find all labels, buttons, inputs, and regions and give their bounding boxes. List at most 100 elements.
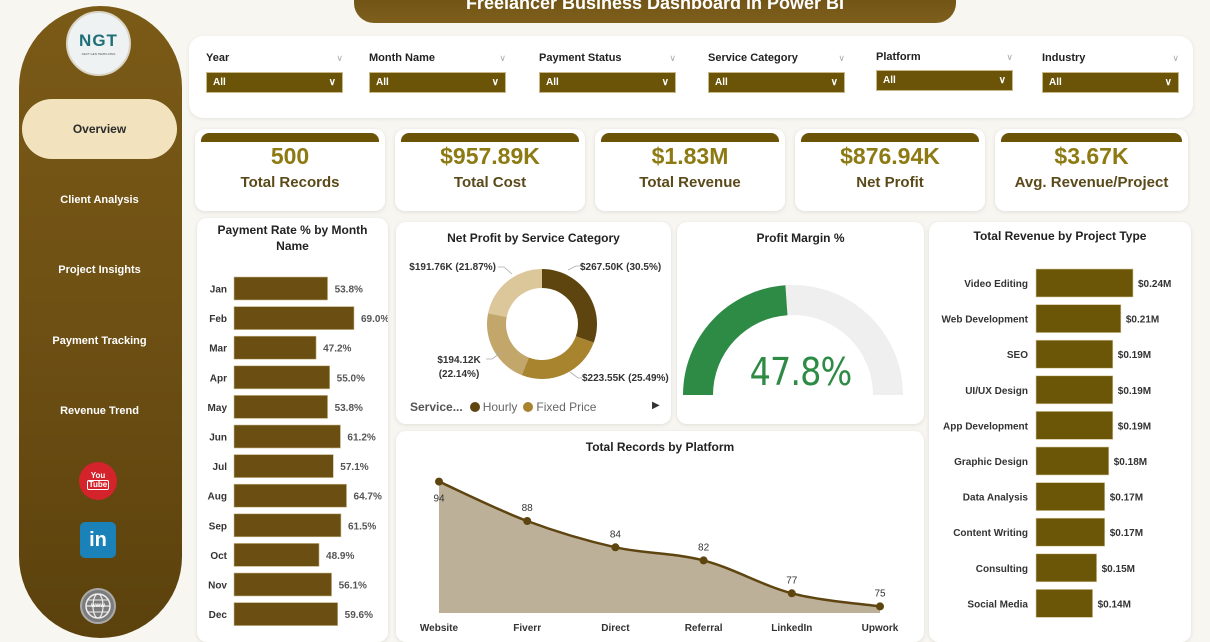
sidebar-item-client-analysis[interactable]: Client Analysis	[22, 170, 177, 230]
bar-feb	[233, 306, 355, 330]
data-label: 59.6%	[345, 610, 373, 621]
records-by-platform-chart: 94 Website 88 Fiverr 84 Direct 82 Referral 77 Lin…	[420, 477, 899, 634]
chevron-down-icon[interactable]: ∨	[1006, 51, 1013, 62]
kpi-total-records: 500 Total Records	[195, 129, 385, 211]
slice-label: $223.55K (25.49%)	[582, 373, 669, 384]
filter-industry: Industry ∨ All ∨	[1042, 50, 1179, 93]
sidebar-item-payment-tracking[interactable]: Payment Tracking	[22, 311, 177, 371]
linkedin-text: in	[89, 528, 107, 551]
bar-seo	[1035, 339, 1114, 369]
data-point-linkedin	[787, 589, 796, 598]
chevron-down-icon: ∨	[830, 77, 838, 88]
linkedin-icon[interactable]: in	[80, 522, 116, 558]
service-category-dropdown[interactable]: All ∨	[708, 72, 845, 93]
year-dropdown[interactable]: All ∨	[206, 72, 343, 93]
kpi-value: $876.94K	[840, 143, 940, 169]
bar-content-writing	[1035, 517, 1106, 547]
x-tick-label: Upwork	[862, 623, 899, 634]
industry-dropdown[interactable]: All ∨	[1042, 72, 1179, 93]
legend-item-hourly[interactable]: Hourly	[482, 400, 518, 414]
logo-text: NGT	[79, 31, 118, 50]
filter-month-name: Month Name ∨ All ∨	[369, 50, 506, 93]
month-label: Jun	[209, 433, 227, 444]
chevron-down-icon[interactable]: ∨	[1172, 52, 1179, 63]
globe-icon[interactable]: www	[80, 588, 116, 624]
legend-next-arrow-icon[interactable]: ▶	[652, 400, 660, 411]
data-label: 82	[698, 542, 710, 553]
kpi-avg-revenue-per-project: $3.67K Avg. Revenue/Project	[995, 129, 1188, 211]
filter-label: Industry	[1042, 52, 1086, 64]
series-line	[438, 480, 881, 608]
slice-label: (22.14%)	[439, 369, 480, 380]
chart-title: Total Revenue by Project Type	[973, 229, 1147, 243]
data-label: $0.21M	[1126, 315, 1159, 326]
kpi-header-bar	[201, 133, 379, 142]
leader-line	[498, 266, 513, 275]
bar-web-development	[1035, 304, 1122, 333]
sidebar-item-overview[interactable]: Overview	[22, 99, 177, 159]
bar-ui-ux-design	[1035, 375, 1114, 405]
project-type-label: Video Editing	[964, 279, 1028, 290]
globe-icon-svg	[85, 593, 111, 619]
youtube-text-top: You	[90, 471, 106, 480]
x-tick-label: Direct	[601, 623, 630, 634]
chevron-down-icon[interactable]: ∨	[669, 52, 676, 63]
bar-sep	[233, 513, 342, 538]
data-label: 69.0%	[361, 314, 388, 325]
kpi-value: 500	[270, 143, 310, 169]
data-label: 64.7%	[354, 492, 382, 503]
logo-subtext: NEXT GEN TEMPLATES	[81, 52, 116, 56]
month-label: May	[208, 403, 228, 414]
sidebar-item-label: Client Analysis	[60, 194, 139, 206]
payment-status-dropdown[interactable]: All ∨	[539, 72, 676, 93]
sidebar-item-label: Overview	[72, 122, 127, 136]
chevron-down-icon: ∨	[661, 77, 669, 88]
youtube-icon[interactable]: You Tube	[79, 462, 117, 500]
data-label: $0.19M	[1118, 421, 1151, 432]
bar-social-media	[1035, 589, 1093, 618]
donut-slice-2	[487, 313, 529, 376]
bar-data-analysis	[1035, 482, 1106, 511]
sidebar-item-project-insights[interactable]: Project Insights	[22, 240, 177, 300]
data-label: $0.18M	[1114, 457, 1147, 468]
gauge-fill	[683, 285, 788, 395]
data-label: 55.0%	[337, 373, 365, 384]
legend-item-fixed-price[interactable]: Fixed Price	[536, 400, 597, 414]
month-label: Feb	[209, 314, 227, 325]
page-title-text: Freelancer Business Dashboard in Power B…	[465, 0, 845, 13]
chevron-down-icon[interactable]: ∨	[499, 52, 506, 63]
project-type-label: App Development	[943, 421, 1029, 432]
month-label: Oct	[210, 551, 227, 562]
month-name-dropdown[interactable]: All ∨	[369, 72, 506, 93]
platform-dropdown[interactable]: All ∨	[876, 70, 1013, 91]
leader-line	[569, 371, 582, 379]
x-tick-label: LinkedIn	[771, 623, 812, 634]
bar-oct	[233, 543, 320, 567]
filter-label: Payment Status	[539, 52, 622, 64]
month-label: Mar	[209, 344, 227, 355]
legend-marker-fixed-price	[523, 402, 534, 412]
data-label: 48.9%	[326, 551, 354, 562]
month-label: Sep	[209, 521, 227, 532]
chart-title: Payment Rate % by Month Name	[217, 223, 368, 253]
month-label: Jan	[210, 285, 227, 296]
donut-slice-3	[488, 269, 542, 317]
chevron-down-icon[interactable]: ∨	[838, 52, 845, 63]
sidebar-item-revenue-trend[interactable]: Revenue Trend	[22, 381, 177, 441]
filter-platform: Platform ∨ All ∨	[876, 49, 1013, 91]
chevron-down-icon: ∨	[998, 75, 1006, 86]
chevron-down-icon[interactable]: ∨	[336, 52, 343, 63]
payment-rate-chart-card: Payment Rate % by Month Name Jan 53.8% Feb…	[197, 218, 388, 642]
bar-mar	[233, 335, 317, 360]
project-type-label: Consulting	[976, 564, 1028, 575]
filter-payment-status: Payment Status ∨ All ∨	[539, 50, 676, 93]
filter-value: All	[376, 77, 389, 88]
donut-slice-1	[521, 336, 594, 379]
month-label: Apr	[210, 373, 227, 384]
filter-value: All	[1049, 77, 1062, 88]
month-label: Dec	[209, 610, 228, 621]
data-label: $0.19M	[1118, 350, 1151, 361]
data-label: 61.2%	[347, 433, 375, 444]
kpi-header-bar	[401, 133, 579, 142]
